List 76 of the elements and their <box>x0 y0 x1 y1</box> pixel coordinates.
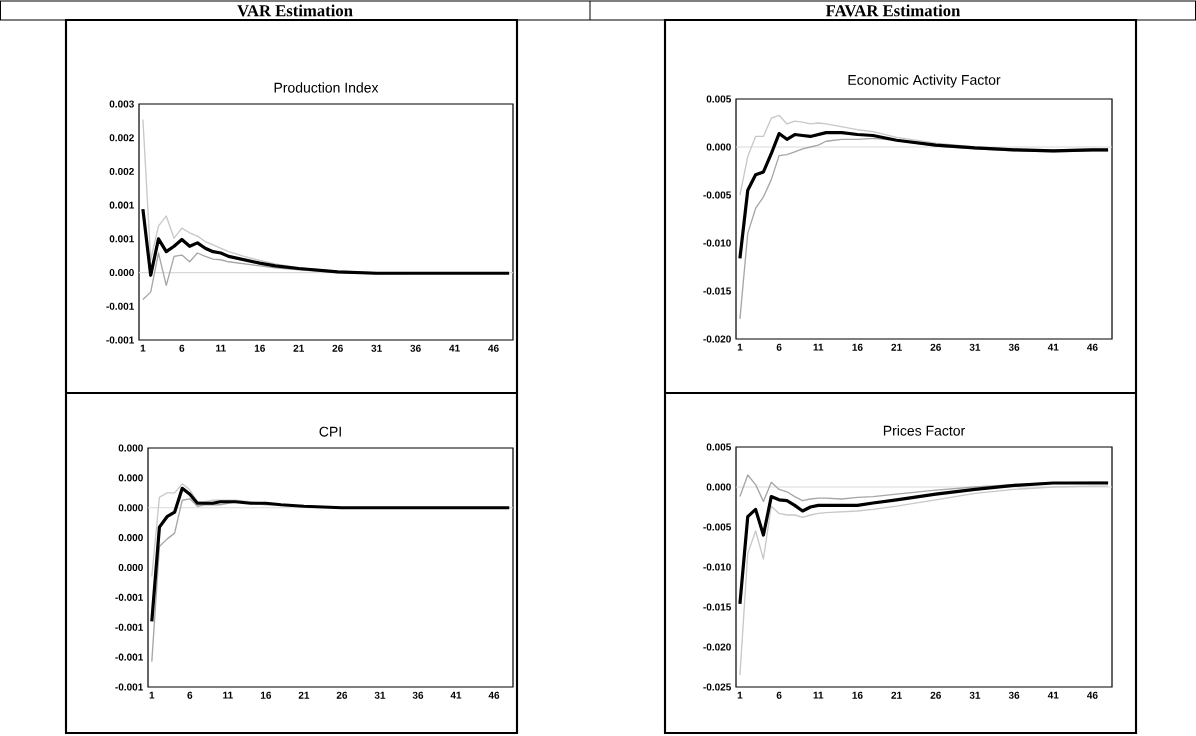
x-tick-label: 11 <box>813 691 824 699</box>
y-tick-label: 0.003 <box>109 100 134 108</box>
y-tick-label: 0.005 <box>706 95 732 103</box>
chart-title: Production Index <box>274 82 379 93</box>
x-tick-label: 16 <box>852 691 863 699</box>
y-tick-label: 0.001 <box>109 201 135 209</box>
x-tick-label: 46 <box>488 344 499 352</box>
y-tick-label: 0.000 <box>706 483 731 491</box>
text: FAVAR Estimation <box>825 4 961 17</box>
y-tick-label: -0.020 <box>703 643 731 651</box>
y-tick-label: -0.005 <box>703 523 732 531</box>
y-tick-label: -0.001 <box>115 593 144 601</box>
x-tick-label: 1 <box>737 343 743 351</box>
x-tick-label: 36 <box>1008 691 1020 699</box>
x-tick-label: 1 <box>737 691 743 699</box>
x-tick-label: 36 <box>412 691 424 699</box>
y-tick-label: -0.001 <box>115 623 144 631</box>
x-tick-label: 41 <box>1047 343 1059 351</box>
x-tick-label: 41 <box>1047 691 1059 699</box>
x-tick-label: 41 <box>449 344 460 352</box>
x-tick-label: 16 <box>260 691 272 699</box>
x-tick-label: 31 <box>374 691 386 699</box>
x-tick-label: 46 <box>1087 343 1098 351</box>
x-tick-label: 46 <box>488 691 500 699</box>
x-tick-label: 36 <box>410 344 421 352</box>
y-tick-label: 0.002 <box>109 134 134 142</box>
x-tick-label: 31 <box>371 344 382 352</box>
x-tick-label: 26 <box>930 691 941 699</box>
x-tick-label: 11 <box>813 343 824 351</box>
x-tick-label: 26 <box>930 343 941 351</box>
x-tick-label: 26 <box>332 344 343 352</box>
chart-title: CPI <box>319 426 341 437</box>
y-tick-label: -0.010 <box>703 563 731 571</box>
x-tick-label: 21 <box>293 344 305 352</box>
y-tick-label: -0.020 <box>703 335 731 343</box>
y-tick-label: 0.000 <box>118 534 143 542</box>
y-tick-label: -0.001 <box>106 336 135 344</box>
y-tick-label: 0.000 <box>109 269 134 277</box>
x-tick-label: 1 <box>149 691 155 699</box>
x-tick-label: 6 <box>179 344 185 352</box>
x-tick-label: 31 <box>969 691 981 699</box>
x-tick-label: 26 <box>336 691 348 699</box>
x-tick-label: 46 <box>1087 691 1098 699</box>
y-tick-label: -0.001 <box>115 653 144 661</box>
y-tick-label: 0.000 <box>118 444 143 452</box>
x-tick-label: 21 <box>298 691 310 699</box>
y-tick-label: 0.000 <box>118 563 143 572</box>
x-tick-label: 16 <box>254 344 265 352</box>
y-tick-label: 0.001 <box>109 235 135 243</box>
y-tick-label: -0.010 <box>703 239 731 247</box>
x-tick-label: 6 <box>776 343 782 351</box>
x-tick-label: 31 <box>969 343 981 351</box>
y-tick-label: -0.015 <box>703 287 732 295</box>
x-tick-label: 21 <box>891 343 902 351</box>
text: VAR Estimation <box>237 4 353 17</box>
y-tick-label: -0.005 <box>703 191 732 199</box>
chart-title: Prices Factor <box>883 425 965 436</box>
x-tick-label: 11 <box>216 344 226 352</box>
y-tick-label: 0.000 <box>706 143 731 151</box>
y-tick-label: 0.002 <box>109 167 134 175</box>
x-tick-label: 21 <box>891 691 902 699</box>
y-tick-label: 0.000 <box>118 504 143 512</box>
x-tick-label: 6 <box>187 691 193 699</box>
x-tick-label: 16 <box>852 343 863 351</box>
x-tick-label: 41 <box>450 691 462 699</box>
x-tick-label: 1 <box>140 344 146 352</box>
y-tick-label: -0.015 <box>703 603 732 611</box>
x-tick-label: 11 <box>223 691 233 699</box>
x-tick-label: 36 <box>1008 343 1020 351</box>
y-tick-label: -0.025 <box>703 683 732 691</box>
chart-title: Economic Activity Factor <box>848 74 1001 88</box>
y-tick-label: 0.005 <box>706 443 732 451</box>
y-tick-label: -0.001 <box>115 683 144 691</box>
y-tick-label: -0.001 <box>106 302 135 310</box>
x-tick-label: 6 <box>776 691 782 699</box>
y-tick-label: 0.000 <box>118 474 143 482</box>
